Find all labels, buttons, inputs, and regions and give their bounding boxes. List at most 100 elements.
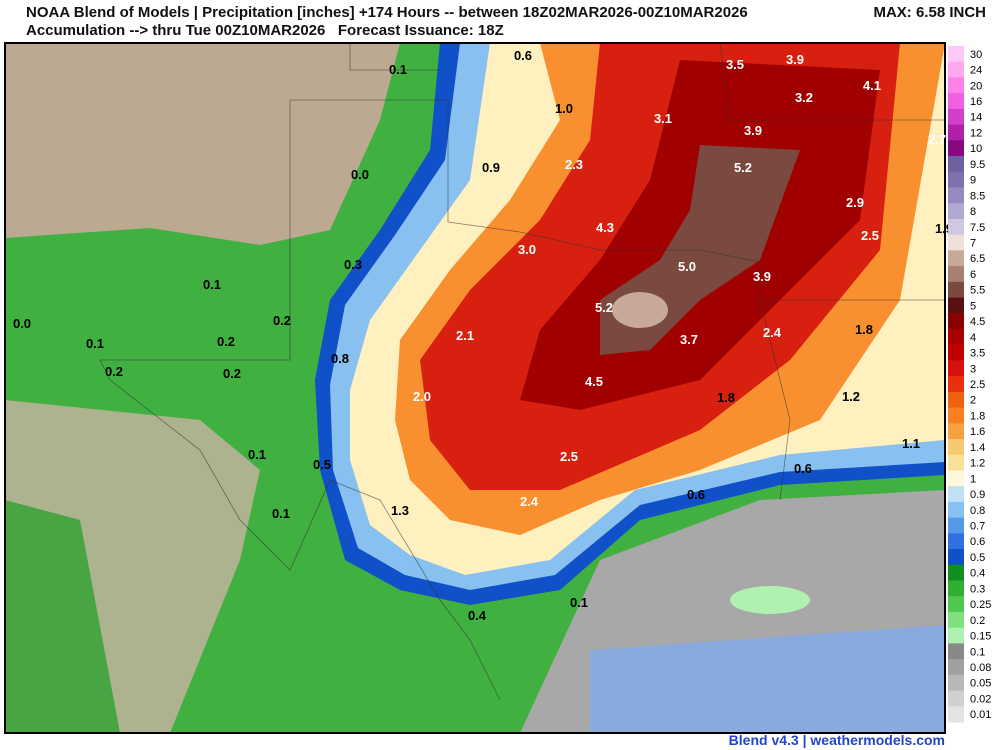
- legend-swatch: [948, 93, 964, 110]
- legend-label: 0.08: [970, 662, 991, 674]
- map-value-label: 1.2: [842, 389, 860, 404]
- legend-label: 8: [970, 206, 976, 218]
- map-value-label: 0.8: [331, 351, 349, 366]
- legend-swatch: [948, 407, 964, 424]
- map-value-label: 0.0: [351, 167, 369, 182]
- legend-label: 0.6: [970, 536, 985, 548]
- map-value-label: 0.2: [217, 334, 235, 349]
- map-value-label: 0.1: [389, 62, 407, 77]
- map-value-label: 5.0: [678, 259, 696, 274]
- map-value-label: 1.3: [391, 503, 409, 518]
- legend-swatch: [948, 549, 964, 566]
- legend-label: 6.5: [970, 253, 985, 265]
- legend-label: 4: [970, 332, 976, 344]
- map-value-label: 1.1: [902, 436, 920, 451]
- map-value-label: 0.9: [482, 160, 500, 175]
- legend-swatch: [948, 328, 964, 346]
- legend-label: 0.5: [970, 552, 985, 564]
- legend-label: 0.3: [970, 583, 985, 595]
- map-value-label: 1.8: [717, 390, 735, 405]
- map-value-label: 3.7: [680, 332, 698, 347]
- map-value-label: 0.1: [248, 447, 266, 462]
- legend-swatch: [948, 108, 964, 126]
- map-value-label: 2.5: [861, 228, 879, 243]
- header-line2: Accumulation --> thru Tue 00Z10MAR2026 F…: [26, 22, 504, 39]
- map-value-label: 3.1: [654, 111, 672, 126]
- legend-label: 1.6: [970, 426, 985, 438]
- legend-swatch: [948, 454, 964, 471]
- legend-swatch: [948, 423, 964, 440]
- legend-swatch: [948, 611, 964, 629]
- legend-label: 0.05: [970, 678, 991, 690]
- map-value-label: 2.1: [456, 328, 474, 343]
- legend-swatch: [948, 470, 964, 487]
- map-value-label: 0.6: [687, 487, 705, 502]
- legend-label: 8.5: [970, 190, 985, 202]
- map-value-label: 4.1: [863, 78, 881, 93]
- legend-label: 10: [970, 143, 982, 155]
- legend-label: 0.7: [970, 520, 985, 532]
- map-value-label: 4.3: [596, 220, 614, 235]
- map-value-label: 5.2: [595, 300, 613, 315]
- legend-swatch: [948, 643, 964, 660]
- map-value-label: 2.5: [560, 449, 578, 464]
- legend-swatch: [948, 344, 964, 361]
- legend-label: 0.1: [970, 646, 985, 658]
- legend-label: 6: [970, 269, 976, 281]
- map-value-label: 0.1: [86, 336, 104, 351]
- legend-label: 16: [970, 96, 982, 108]
- legend-swatch: [948, 124, 964, 141]
- legend-label: 0.8: [970, 505, 985, 517]
- map-value-label: 1.0: [555, 101, 573, 116]
- map-base: [5, 42, 945, 733]
- header-line1: NOAA Blend of Models | Precipitation [in…: [26, 4, 748, 21]
- legend-swatch: [948, 391, 964, 409]
- legend-swatch: [948, 580, 964, 597]
- legend-label: 1.8: [970, 410, 985, 422]
- map-frame: [4, 42, 946, 734]
- legend-label: 14: [970, 112, 982, 124]
- legend-label: 12: [970, 127, 982, 139]
- legend-swatch: [948, 564, 964, 582]
- legend-swatch: [948, 266, 964, 283]
- map-value-label: 0.1: [570, 595, 588, 610]
- map-value-label: 2.9: [846, 195, 864, 210]
- legend-label: 1.2: [970, 458, 985, 470]
- map-value-label: 0.4: [468, 608, 487, 623]
- legend-label: 24: [970, 65, 982, 77]
- legend-swatch: [948, 281, 964, 299]
- legend-label: 0.4: [970, 568, 985, 580]
- legend-swatch: [948, 360, 964, 377]
- legend-swatch: [948, 77, 964, 94]
- legend-swatch: [948, 706, 964, 723]
- legend-swatch: [948, 61, 964, 78]
- map-value-label: 0.6: [514, 48, 532, 63]
- legend-label: 7: [970, 238, 976, 250]
- map-value-label: 3.5: [726, 57, 744, 72]
- legend-label: 3: [970, 363, 976, 375]
- map-value-label: 3.9: [753, 269, 771, 284]
- legend-swatch: [948, 187, 964, 204]
- legend-swatch: [948, 501, 964, 519]
- legend-label: 9.5: [970, 159, 985, 171]
- map-value-label: 2.3: [565, 157, 583, 172]
- legend-swatch: [948, 376, 964, 393]
- legend-swatch: [948, 439, 964, 456]
- map-value-label: 0.1: [203, 277, 221, 292]
- legend-label: 3.5: [970, 348, 985, 360]
- map-value-label: 0.2: [223, 366, 241, 381]
- legend-swatch: [948, 486, 964, 503]
- map-value-label: 0.5: [313, 457, 331, 472]
- map-value-label: 2.0: [413, 389, 431, 404]
- legend-label: 30: [970, 49, 982, 61]
- map-value-label: 3.0: [518, 242, 536, 257]
- legend-swatch: [948, 690, 964, 707]
- legend-label: 20: [970, 80, 982, 92]
- legend-label: 0.9: [970, 489, 985, 501]
- legend-swatch: [948, 234, 964, 251]
- max-label: MAX: 6.58 INCH: [873, 4, 986, 21]
- legend-swatch: [948, 297, 964, 314]
- map-value-label: 0.3: [344, 257, 362, 272]
- legend-swatch: [948, 46, 964, 63]
